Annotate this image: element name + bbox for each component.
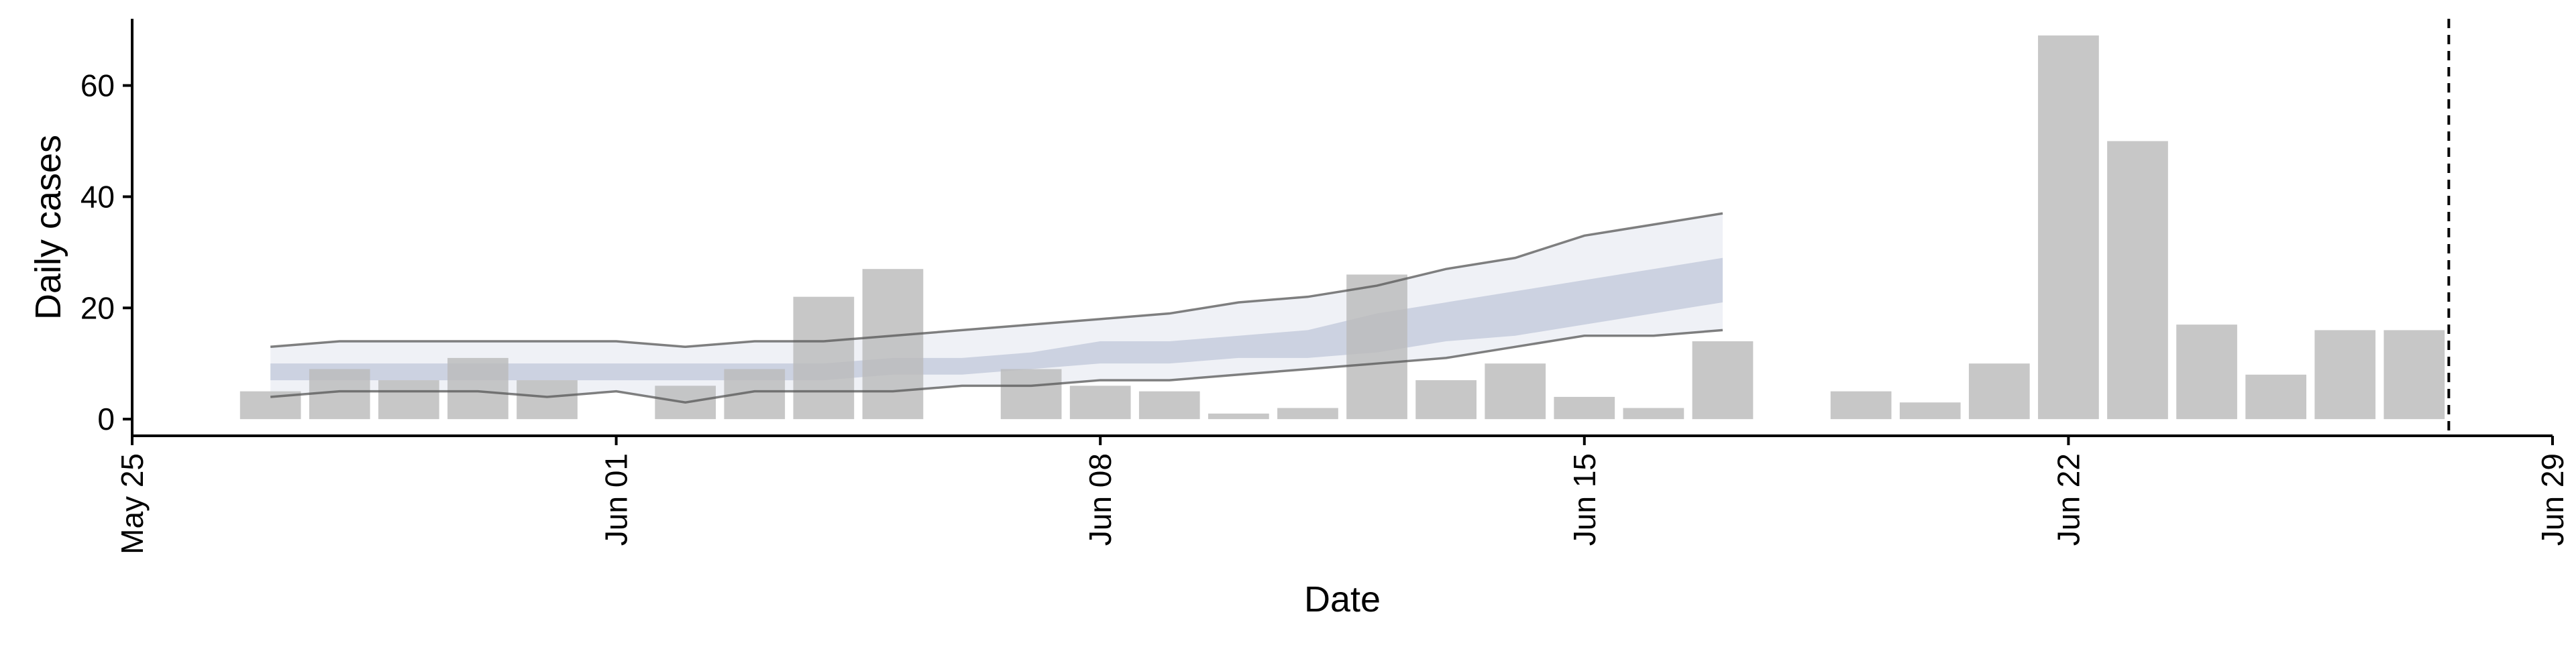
bar [1069, 386, 1131, 420]
bar [2314, 330, 2376, 420]
bar [793, 296, 855, 420]
y-tick-label: 40 [80, 179, 115, 214]
bar [2383, 330, 2445, 420]
y-ticks: 0 20 40 60 [80, 68, 132, 436]
bar [1692, 341, 1754, 420]
bar [1554, 396, 1615, 420]
y-tick-label: 0 [97, 402, 115, 436]
x-ticks: May 25 Jun 01 Jun 08 Jun 15 Jun 22 Jun 29 [115, 436, 2570, 554]
x-tick-label: Jun 15 [1567, 453, 1602, 546]
bar [2176, 325, 2237, 420]
bar [2107, 141, 2168, 420]
bar [2038, 35, 2099, 420]
axes-layer [131, 19, 2553, 437]
bar [1208, 413, 1269, 420]
bar [378, 380, 439, 420]
bar [1277, 408, 1338, 420]
band-lower-line [270, 329, 1723, 404]
bar [1968, 363, 2030, 420]
y-tick-label: 60 [80, 68, 115, 103]
bar [1623, 408, 1684, 420]
x-tick-label: Jun 08 [1083, 453, 1118, 546]
bar [1000, 369, 1062, 420]
bar [1346, 274, 1407, 420]
x-tick-label: Jun 01 [599, 453, 634, 546]
x-tick-label: Jun 22 [2051, 453, 2086, 546]
band-upper-line [270, 212, 1723, 349]
bar [517, 380, 578, 420]
y-axis-title: Daily cases [28, 135, 68, 320]
bar [2245, 374, 2307, 420]
bar [1485, 363, 1546, 420]
x-tick-label: Jun 29 [2535, 453, 2570, 546]
bar [1830, 391, 1892, 420]
x-axis-title: Date [1304, 579, 1381, 620]
bars-layer [239, 35, 2445, 420]
bar [862, 269, 924, 420]
bar [1415, 380, 1477, 420]
bar [1138, 391, 1200, 420]
bar [1899, 402, 1961, 420]
x-tick-label: May 25 [115, 453, 150, 554]
bar [447, 357, 508, 420]
y-tick-label: 20 [80, 290, 115, 325]
